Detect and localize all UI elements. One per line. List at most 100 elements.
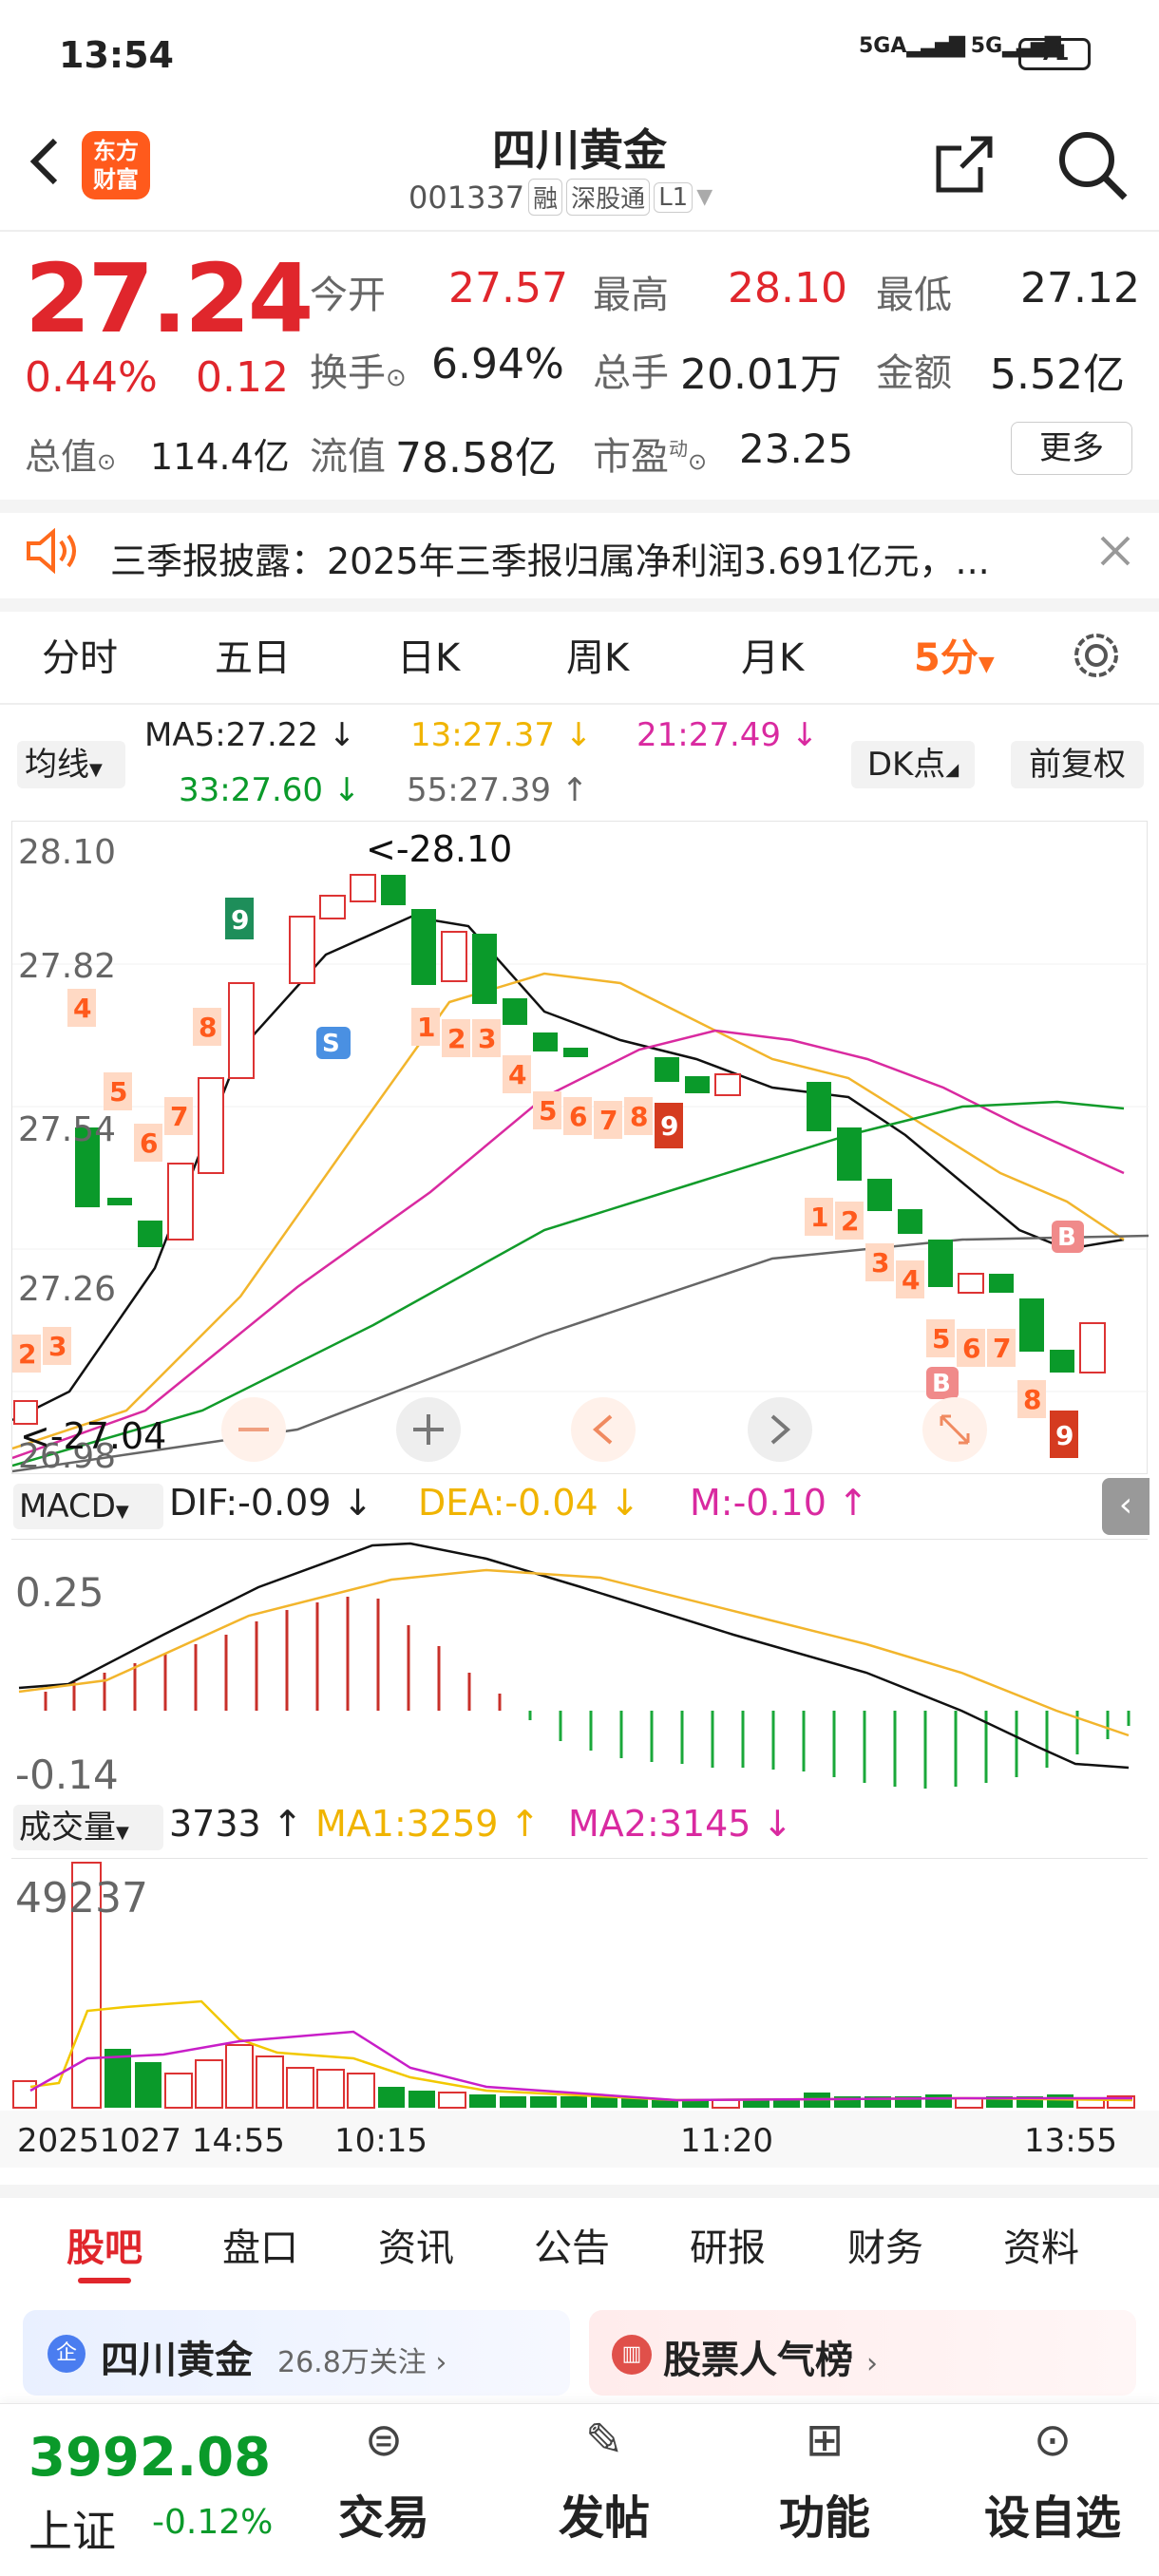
volume-ma2: MA2:3145 ↓ [568,1803,793,1845]
caret-down-icon[interactable]: ▼ [696,185,713,209]
popularity-card[interactable]: ▥ 股票人气榜 › [589,2310,1136,2396]
svg-text:6: 6 [569,1101,587,1132]
ma5-label: MA5:27.22 ↓ [144,716,356,754]
svg-text:S: S [322,1030,340,1058]
macd-select[interactable]: MACD▼ [13,1484,163,1529]
tab-orderbook[interactable]: 盘口 [222,2226,298,2270]
svg-text:<-28.10: <-28.10 [366,828,512,870]
popularity-icon: ▥ [612,2335,652,2375]
time-label-1: 10:15 [334,2122,428,2160]
nav-function[interactable]: ⊞ 功能 [758,2414,891,2547]
tab-5min[interactable]: 5分▼ [914,636,995,680]
svg-text:-0.14: -0.14 [15,1752,119,1798]
tab-profile[interactable]: 资料 [1003,2226,1079,2270]
tab-forum[interactable]: 股吧 [66,2226,142,2270]
svg-text:7: 7 [993,1333,1011,1364]
index-name: 上证 [28,2506,116,2557]
forum-card-title: 四川黄金 [101,2339,253,2382]
settings-gear-icon[interactable] [1070,629,1123,691]
last-price: 27.24 [25,243,314,354]
svg-text:6: 6 [962,1333,980,1364]
svg-text:5: 5 [539,1095,557,1127]
back-icon[interactable] [23,133,65,190]
tab-intraday[interactable]: 分时 [42,636,118,680]
time-label-2: 11:20 [680,2122,773,2160]
nav-add-watchlist[interactable]: ⊙ 设自选 [967,2414,1138,2547]
volume-chart: 49237 [11,1858,1148,2109]
svg-text:<-27.04: <-27.04 [20,1415,166,1457]
svg-text:26.98: 26.98 [18,1437,116,1475]
notice-text[interactable]: 三季报披露：2025年三季报归属净利润3.691亿元，... [110,540,990,582]
more-dots-icon: ⊙ [1033,2414,1073,2467]
chevron-left-icon[interactable] [571,1397,636,1462]
change-value: 0.12 [196,353,289,402]
volume-value: 3733 ↑ [169,1803,303,1845]
amount-value: 5.52亿 [990,350,1125,399]
tab-announcements[interactable]: 公告 [534,2226,610,2270]
nav-trade[interactable]: ⊜ 交易 [317,2414,450,2547]
tab-monthly-k[interactable]: 月K [741,636,805,680]
tab-finance[interactable]: 财务 [847,2226,923,2270]
ma55-label: 55:27.39 ↑ [407,771,589,809]
volume-label: 总手 [593,351,669,395]
battery-icon: 71 [1018,38,1091,70]
svg-text:49237: 49237 [15,1874,148,1923]
dk-point-button[interactable]: DK点◢ [851,741,975,788]
tab-five-day[interactable]: 五日 [215,636,291,680]
float-value: 78.58亿 [395,434,557,483]
turnover-label: 换手⊙ [310,351,407,395]
adjust-button[interactable]: 前复权 [1011,741,1144,788]
svg-text:1: 1 [417,1012,435,1043]
svg-text:9: 9 [1055,1420,1074,1451]
tag-level: L1 [654,181,694,213]
svg-text:1: 1 [810,1202,828,1233]
candles [13,874,1106,1425]
float-label: 流值 [310,435,386,479]
svg-text:27.26: 27.26 [18,1270,116,1309]
period-tabs: 分时 五日 日K 周K 月K 5分▼ [0,627,1159,695]
content-tabs: 股吧 盘口 资讯 公告 研报 财务 资料 [0,2217,1159,2299]
ma-select[interactable]: 均线▼ [17,741,125,788]
speaker-icon [25,527,80,578]
svg-text:27.54: 27.54 [18,1110,116,1149]
forum-card[interactable]: 企 四川黄金 26.8万关注 › [23,2310,570,2396]
tab-news[interactable]: 资讯 [378,2226,454,2270]
macd-chart: 0.25 -0.14 [11,1539,1148,1798]
svg-text:B: B [1057,1223,1076,1252]
high-value: 28.10 [728,264,847,313]
index-value[interactable]: 3992.08 [28,2427,272,2489]
more-button[interactable]: 更多 [1011,422,1132,475]
kline-chart[interactable]: 9 4 8 5 6 7 2 3 1 2 3 4 5 6 7 8 9 1 2 3 … [11,821,1150,1476]
high-label: 最高 [593,274,669,317]
share-icon[interactable] [933,133,996,199]
chevron-right-icon[interactable] [748,1397,812,1462]
svg-text:0.25: 0.25 [15,1569,104,1616]
svg-text:8: 8 [630,1101,648,1132]
stock-code: 001337 [408,179,525,216]
svg-text:2: 2 [447,1023,466,1054]
svg-text:3: 3 [478,1023,496,1054]
svg-text:8: 8 [1023,1384,1041,1415]
svg-text:4: 4 [508,1059,526,1090]
forum-badge-icon: 企 [48,2335,86,2373]
stock-code-row: 001337 融 深股通 L1 ▼ [408,179,712,216]
close-icon[interactable] [1098,534,1132,572]
tab-research[interactable]: 研报 [690,2226,766,2270]
mcap-value: 114.4亿 [150,436,290,478]
tab-weekly-k[interactable]: 周K [566,636,630,680]
stock-title: 四川黄金 [492,124,667,176]
nav-post[interactable]: ✎ 发帖 [538,2414,671,2547]
collapse-panel-icon[interactable]: ‹ [1102,1478,1150,1535]
low-label: 最低 [876,274,952,317]
forum-card-followers: 26.8万关注 › [277,2346,447,2379]
svg-text:9: 9 [231,904,249,936]
time-label-3: 13:55 [1024,2122,1117,2160]
pe-label: 市盈动⊙ [593,435,708,479]
pe-value: 23.25 [739,426,854,472]
search-icon[interactable] [1054,127,1130,207]
tab-daily-k[interactable]: 日K [397,636,461,680]
volume-select[interactable]: 成交量▼ [13,1805,163,1850]
svg-text:2: 2 [841,1205,859,1237]
grid-icon: ⊞ [805,2414,845,2467]
ma21-label: 21:27.49 ↓ [636,716,819,754]
